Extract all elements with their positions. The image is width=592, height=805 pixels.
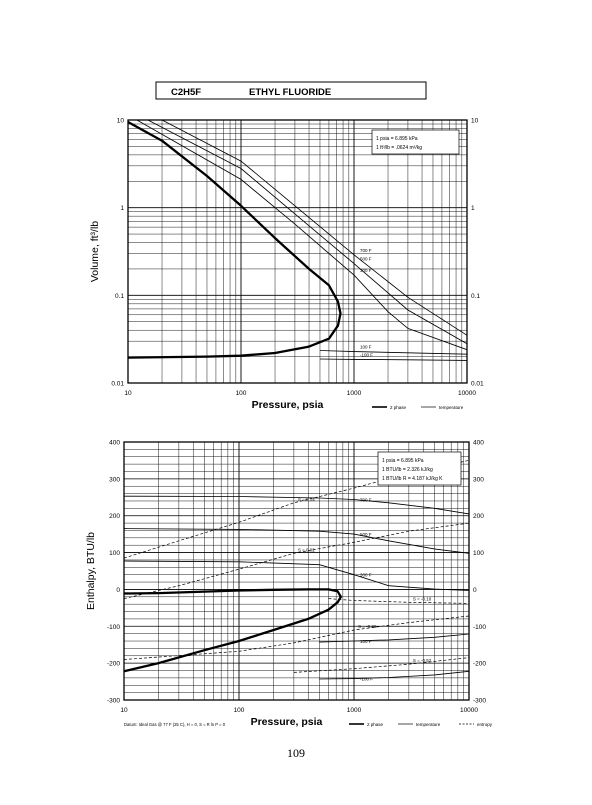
conversion-box [377, 451, 462, 486]
two-phase-dome [123, 588, 343, 673]
legend-label: temperature [439, 405, 464, 410]
y-tick-label-right: 400 [473, 440, 484, 447]
y-tick-label-right: -200 [473, 661, 486, 668]
y-tick-label-right: 0 [473, 587, 477, 594]
y-tick-label: 10 [117, 118, 125, 125]
y-tick-label: 0.01 [111, 381, 124, 388]
isotherm-100-f [319, 670, 470, 680]
x-tick-label: 1000 [347, 390, 362, 397]
conversion-box [371, 129, 460, 155]
isotherm-300-f [123, 560, 470, 591]
y-tick-label: 300 [109, 476, 120, 483]
y-tick-label-right: 10 [471, 118, 479, 125]
y-tick-label-right: 0.1 [471, 293, 480, 300]
isotherm-label: 500 F [360, 532, 372, 537]
y-tick-label: -300 [107, 698, 120, 705]
x-axis-title: Pressure, psia [251, 716, 323, 728]
isotherm-label: 100 F [360, 639, 372, 644]
entropy-label: S = 0.02 [298, 547, 315, 552]
entropy-label: S = -0.26 [358, 624, 377, 629]
volume-chart: 10 100 1000 100000.010.11100.010.1110Pressu… [89, 118, 484, 412]
isotherm-500-f [147, 119, 468, 345]
header-box [155, 81, 427, 100]
y-tick-label-right: -100 [473, 624, 486, 631]
isotherm-100-f [319, 633, 470, 643]
isotherm-500-f [123, 528, 470, 554]
isotherm-100-f [319, 358, 468, 361]
conversion-text: 1 ft³/lb = .0624 m³/kg [376, 145, 422, 151]
enthalpy-chart: 10 100 1000 10000-300-200-1000100200300400-… [85, 440, 493, 729]
y-tick-label-right: 0.01 [471, 381, 484, 388]
legend-label: temperature [416, 722, 441, 727]
datum-note: Datum: Ideal Gas @ 77 F (25 C), H = 0, S… [124, 722, 226, 727]
isotherm-700-f [123, 495, 470, 515]
x-tick-label: 10000 [458, 390, 476, 397]
y-axis-title: Volume, ft³/lb [89, 221, 101, 282]
page-number: 109 [287, 746, 305, 760]
x-axis-title: Pressure, psia [252, 399, 324, 411]
y-tick-label-right: -300 [473, 698, 486, 705]
y-tick-label: 1 [120, 205, 124, 212]
y-tick-label: 0 [116, 587, 120, 594]
legend-label: 2 phase [367, 722, 384, 727]
y-tick-label: 200 [109, 513, 120, 520]
y-tick-label-right: 200 [473, 513, 484, 520]
y-tick-label-right: 1 [471, 205, 475, 212]
isotherm-label: 100 F [360, 345, 372, 350]
y-tick-label-right: 100 [473, 550, 484, 557]
y-axis-title: Enthalpy, BTU/lb [85, 532, 97, 610]
isotherm-700-f [161, 119, 468, 336]
isotherm-label: 500 F [360, 257, 372, 262]
header-formula: C2H5F [171, 87, 201, 98]
y-tick-label: -200 [107, 661, 120, 668]
isotherm-300-f [136, 119, 468, 351]
x-tick-label: 10 [120, 707, 128, 714]
entropy-label: S = 0.14 [298, 497, 315, 502]
isotherm-label: 300 F [360, 573, 372, 578]
conversion-text: 1 psia = 6.895 kPa [382, 458, 424, 464]
conversion-text: 1 BTU/lb = 2.326 kJ/kg [382, 467, 433, 473]
isotherm-label: 300 F [360, 268, 372, 273]
isotherm-label: -100 F [360, 677, 373, 682]
x-tick-label: 100 [236, 390, 247, 397]
conversion-text: 1 psia = 6.895 kPa [376, 136, 418, 142]
x-tick-label: 1000 [347, 707, 362, 714]
legend-label: entropy [477, 722, 493, 727]
y-tick-label: 400 [109, 440, 120, 447]
two-phase-dome [127, 120, 342, 359]
entropy-line-s-0-02 [123, 522, 470, 599]
entropy-label: S = -0.10 [413, 596, 432, 601]
entropy-line-s-0-26 [123, 615, 470, 660]
isotherm-label: -100 F [360, 352, 373, 357]
entropy-label: S = -0.52 [413, 658, 432, 663]
x-tick-label: 10 [124, 390, 132, 397]
isotherm-label: 700 F [360, 248, 372, 253]
y-tick-label: 100 [109, 550, 120, 557]
entropy-line-s-0-10 [328, 598, 470, 604]
isotherm-label: 700 F [360, 497, 372, 502]
y-tick-label: 0.1 [115, 293, 124, 300]
header-name: ETHYL FLUORIDE [249, 87, 331, 98]
plot-frame [123, 441, 470, 701]
x-tick-label: 100 [234, 707, 245, 714]
legend-label: 2 phase [390, 405, 407, 410]
entropy-line-s-0-52 [293, 657, 470, 673]
y-tick-label: -100 [107, 624, 120, 631]
conversion-text: 1 BTU/lb R = 4.187 kJ/kg K [382, 476, 443, 482]
plot-frame [127, 119, 468, 384]
isotherm-100-f [319, 350, 468, 355]
x-tick-label: 10000 [460, 707, 478, 714]
y-tick-label-right: 300 [473, 476, 484, 483]
